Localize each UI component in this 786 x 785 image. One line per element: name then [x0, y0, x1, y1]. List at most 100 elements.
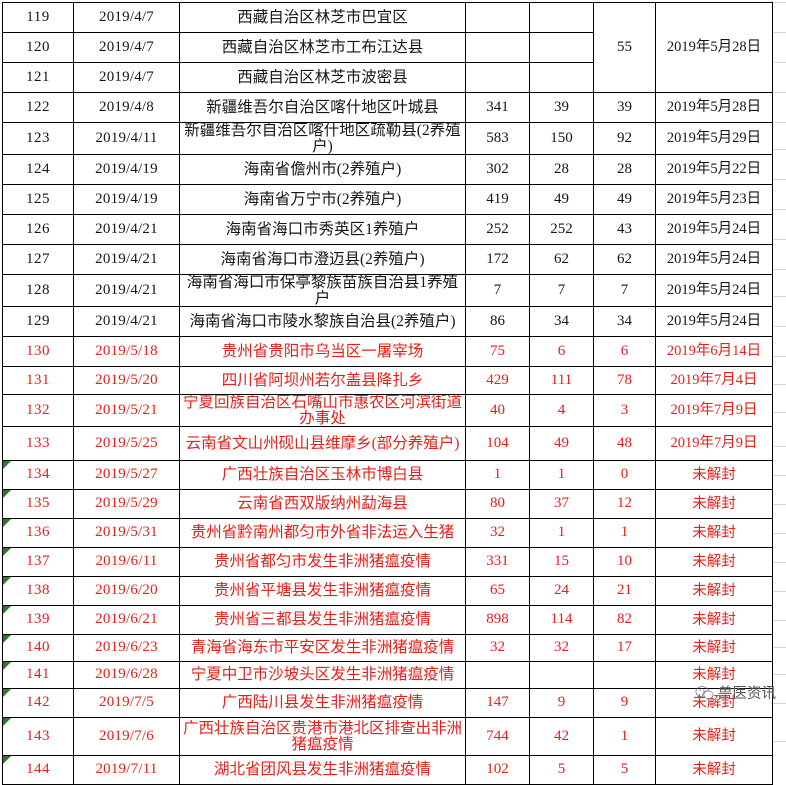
cell-count-sick[interactable]: 7	[529, 274, 594, 307]
cell-location[interactable]: 海南省海口市陵水黎族自治县(2养殖户)	[179, 306, 466, 337]
cell-count-sick[interactable]: 24	[529, 576, 594, 606]
table-row[interactable]: 132 2019/5/21 宁夏回族自治区石嘴山市惠农区河滨街道办事处 40 4 3 201…	[2, 394, 773, 427]
table-row[interactable]: 126 2019/4/21 海南省海口市秀英区1养殖户 252 252 43 2019年5月…	[2, 214, 773, 245]
cell-date[interactable]: 2019/7/5	[73, 688, 180, 718]
cell-date[interactable]: 2019/7/11	[73, 755, 180, 785]
cell-release-date[interactable]: 2019年5月28日	[655, 2, 773, 93]
cell-index[interactable]: 140	[2, 634, 74, 662]
table-row[interactable]: 141 2019/6/28 宁夏中卫市沙坡头区发生非洲猪瘟疫情 未解封	[2, 661, 773, 689]
status-badge-unresolved[interactable]: 未解封	[655, 489, 773, 519]
cell-count-sick[interactable]	[529, 62, 594, 93]
cell-count-stock[interactable]: 429	[465, 366, 530, 395]
cell-index[interactable]: 134	[2, 460, 74, 490]
cell-location[interactable]: 西藏自治区林芝市波密县	[179, 62, 466, 93]
cell-location[interactable]: 广西壮族自治区玉林市博白县	[179, 460, 466, 490]
table-row[interactable]: 123 2019/4/11 新疆维吾尔自治区喀什地区疏勒县(2养殖户) 583 150 9…	[2, 122, 773, 155]
cell-count-dead[interactable]: 55	[593, 2, 656, 93]
cell-date[interactable]: 2019/4/11	[73, 122, 180, 155]
cell-location[interactable]: 贵州省三都县发生非洲猪瘟疫情	[179, 605, 466, 635]
cell-count-sick[interactable]: 49	[529, 184, 594, 215]
cell-count-stock[interactable]: 147	[465, 688, 530, 718]
table-row[interactable]: 144 2019/7/11 湖北省团风县发生非洲猪瘟疫情 102 5 5 未解封	[2, 755, 773, 785]
cell-index[interactable]: 124	[2, 154, 74, 185]
cell-location[interactable]: 四川省阿坝州若尔盖县降扎乡	[179, 366, 466, 395]
table-row[interactable]: 134 2019/5/27 广西壮族自治区玉林市博白县 1 1 0 未解封	[2, 460, 773, 490]
cell-date[interactable]: 2019/4/7	[73, 32, 180, 63]
cell-date[interactable]: 2019/7/6	[73, 717, 180, 756]
cell-location[interactable]: 新疆维吾尔自治区喀什地区疏勒县(2养殖户)	[179, 122, 466, 155]
cell-count-sick[interactable]: 114	[529, 605, 594, 635]
cell-date[interactable]: 2019/4/7	[73, 2, 180, 33]
cell-count-sick[interactable]: 34	[529, 306, 594, 337]
table-row[interactable]: 143 2019/7/6 广西壮族自治区贵港市港北区排查出非洲猪瘟疫情 744 42 1 未…	[2, 717, 773, 756]
table-row[interactable]: 128 2019/4/21 海南省海口市保亭黎族苗族自治县1养殖户 7 7 7 2019年5…	[2, 274, 773, 307]
cell-index[interactable]: 137	[2, 547, 74, 577]
cell-count-dead[interactable]: 43	[593, 214, 656, 245]
cell-date[interactable]: 2019/5/20	[73, 366, 180, 395]
cell-count-stock[interactable]: 898	[465, 605, 530, 635]
cell-count-stock[interactable]: 86	[465, 306, 530, 337]
cell-location[interactable]: 贵州省贵阳市乌当区一屠宰场	[179, 336, 466, 367]
status-badge-unresolved[interactable]: 未解封	[655, 755, 773, 785]
cell-count-stock[interactable]: 102	[465, 755, 530, 785]
cell-count-sick[interactable]: 39	[529, 92, 594, 123]
cell-date[interactable]: 2019/6/28	[73, 661, 180, 689]
cell-release-date[interactable]: 2019年5月28日	[655, 92, 773, 123]
cell-count-sick[interactable]: 5	[529, 755, 594, 785]
cell-count-dead[interactable]: 1	[593, 717, 656, 756]
cell-date[interactable]: 2019/6/11	[73, 547, 180, 577]
cell-location[interactable]: 贵州省都匀市发生非洲猪瘟疫情	[179, 547, 466, 577]
table-row[interactable]: 137 2019/6/11 贵州省都匀市发生非洲猪瘟疫情 331 15 10 未解封	[2, 547, 773, 577]
cell-count-sick[interactable]	[529, 661, 594, 689]
cell-index[interactable]: 135	[2, 489, 74, 519]
cell-count-stock[interactable]	[465, 32, 530, 63]
table-row[interactable]: 130 2019/5/18 贵州省贵阳市乌当区一屠宰场 75 6 6 2019年6月14日	[2, 336, 773, 367]
cell-location[interactable]: 宁夏中卫市沙坡头区发生非洲猪瘟疫情	[179, 661, 466, 689]
status-badge-unresolved[interactable]: 未解封	[655, 688, 773, 718]
cell-count-stock[interactable]: 341	[465, 92, 530, 123]
cell-date[interactable]: 2019/5/27	[73, 460, 180, 490]
cell-count-dead[interactable]: 7	[593, 274, 656, 307]
cell-count-dead[interactable]: 28	[593, 154, 656, 185]
cell-count-stock[interactable]: 65	[465, 576, 530, 606]
cell-count-dead[interactable]: 34	[593, 306, 656, 337]
status-badge-unresolved[interactable]: 未解封	[655, 518, 773, 548]
cell-release-date[interactable]: 2019年5月24日	[655, 274, 773, 307]
cell-release-date[interactable]: 2019年5月24日	[655, 306, 773, 337]
cell-count-stock[interactable]: 40	[465, 394, 530, 427]
cell-location[interactable]: 海南省儋州市(2养殖户)	[179, 154, 466, 185]
cell-release-date[interactable]: 2019年7月9日	[655, 394, 773, 427]
cell-count-stock[interactable]: 104	[465, 426, 530, 461]
status-badge-unresolved[interactable]: 未解封	[655, 576, 773, 606]
status-badge-unresolved[interactable]: 未解封	[655, 717, 773, 756]
cell-count-sick[interactable]: 6	[529, 336, 594, 367]
cell-date[interactable]: 2019/5/21	[73, 394, 180, 427]
cell-count-stock[interactable]: 172	[465, 244, 530, 275]
cell-index[interactable]: 139	[2, 605, 74, 635]
cell-location[interactable]: 广西陆川县发生非洲猪瘟疫情	[179, 688, 466, 718]
status-badge-unresolved[interactable]: 未解封	[655, 634, 773, 662]
cell-date[interactable]: 2019/5/31	[73, 518, 180, 548]
cell-index[interactable]: 131	[2, 366, 74, 395]
cell-count-stock[interactable]: 32	[465, 518, 530, 548]
cell-count-sick[interactable]: 150	[529, 122, 594, 155]
cell-count-dead[interactable]: 78	[593, 366, 656, 395]
cell-count-sick[interactable]: 4	[529, 394, 594, 427]
cell-count-sick[interactable]: 111	[529, 366, 594, 395]
cell-date[interactable]: 2019/4/7	[73, 62, 180, 93]
cell-count-stock[interactable]: 583	[465, 122, 530, 155]
cell-count-stock[interactable]: 419	[465, 184, 530, 215]
cell-location[interactable]: 新疆维吾尔自治区喀什地区叶城县	[179, 92, 466, 123]
cell-release-date[interactable]: 2019年5月24日	[655, 244, 773, 275]
cell-index[interactable]: 128	[2, 274, 74, 307]
cell-location[interactable]: 云南省文山州砚山县维摩乡(部分养殖户)	[179, 426, 466, 461]
cell-location[interactable]: 西藏自治区林芝市巴宜区	[179, 2, 466, 33]
cell-count-dead[interactable]: 82	[593, 605, 656, 635]
cell-count-dead[interactable]: 49	[593, 184, 656, 215]
cell-release-date[interactable]: 2019年5月29日	[655, 122, 773, 155]
cell-count-dead[interactable]: 92	[593, 122, 656, 155]
status-badge-unresolved[interactable]: 未解封	[655, 605, 773, 635]
cell-count-sick[interactable]: 42	[529, 717, 594, 756]
cell-date[interactable]: 2019/4/19	[73, 154, 180, 185]
cell-count-stock[interactable]: 75	[465, 336, 530, 367]
